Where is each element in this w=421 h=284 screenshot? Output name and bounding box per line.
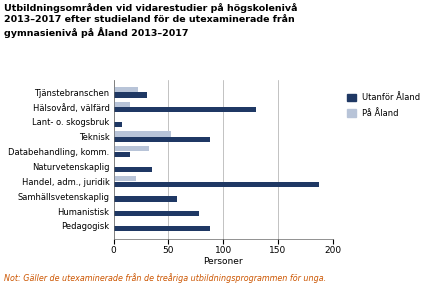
Bar — [114, 226, 210, 231]
Text: Utbildningsområden vid vidarestudier på högskolenivå
2013–2017 efter studieland : Utbildningsområden vid vidarestudier på … — [4, 3, 298, 37]
Bar — [114, 131, 171, 137]
Bar — [114, 92, 147, 98]
Text: Not: Gäller de utexaminerade från de treåriga utbildningsprogrammen för unga.: Not: Gäller de utexaminerade från de tre… — [4, 273, 326, 283]
Bar — [114, 107, 256, 112]
Bar — [114, 197, 177, 202]
Bar — [114, 181, 320, 187]
Bar — [114, 87, 138, 92]
Bar — [114, 211, 199, 216]
Bar — [114, 146, 149, 151]
Bar — [114, 137, 210, 142]
Bar — [114, 102, 130, 107]
Bar — [114, 122, 123, 127]
Bar — [114, 167, 152, 172]
Legend: Utanför Åland, På Åland: Utanför Åland, På Åland — [346, 92, 421, 120]
X-axis label: Personer: Personer — [203, 256, 243, 266]
Bar — [114, 176, 136, 181]
Bar — [114, 152, 130, 157]
